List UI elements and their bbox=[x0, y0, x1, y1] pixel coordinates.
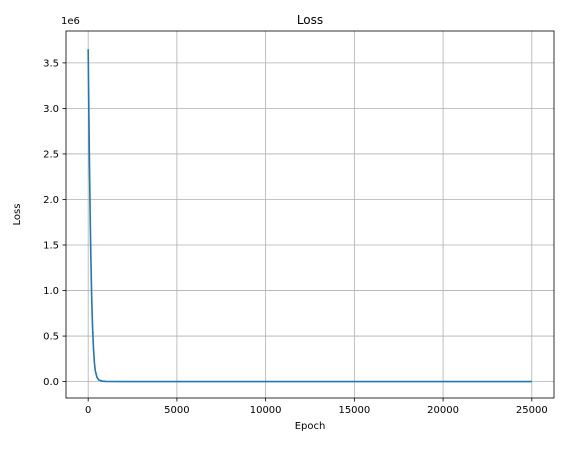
series-layer bbox=[87, 49, 532, 383]
y-axis-offset-label: 1e6 bbox=[61, 16, 80, 27]
loss-line bbox=[87, 49, 532, 383]
y-tick-label: 0.0 bbox=[43, 377, 59, 388]
y-tick-label: 2.5 bbox=[43, 149, 59, 160]
grid-lines bbox=[66, 31, 554, 398]
axis-ticks: 0 5000 10000 15000 20000 25000 0.0 0.5 1.0 1.5 2.0… bbox=[43, 58, 548, 416]
x-tick-label: 25000 bbox=[516, 405, 548, 416]
y-tick-label: 1.5 bbox=[43, 241, 59, 252]
y-tick-label: 3.0 bbox=[43, 104, 59, 115]
x-tick-label: 15000 bbox=[338, 405, 370, 416]
y-tick-label: 3.5 bbox=[43, 58, 59, 69]
y-axis-label: Loss bbox=[12, 204, 23, 226]
x-tick-label: 5000 bbox=[164, 405, 189, 416]
plot-frame bbox=[65, 30, 555, 399]
x-tick-label: 10000 bbox=[250, 405, 282, 416]
y-tick-label: 0.5 bbox=[43, 332, 59, 343]
y-tick-label: 1.0 bbox=[43, 286, 59, 297]
x-tick-label: 0 bbox=[85, 405, 91, 416]
x-axis-label: Epoch bbox=[295, 421, 326, 432]
x-tick-label: 20000 bbox=[427, 405, 459, 416]
y-tick-label: 2.0 bbox=[43, 195, 59, 206]
chart-title: Loss bbox=[297, 13, 323, 27]
